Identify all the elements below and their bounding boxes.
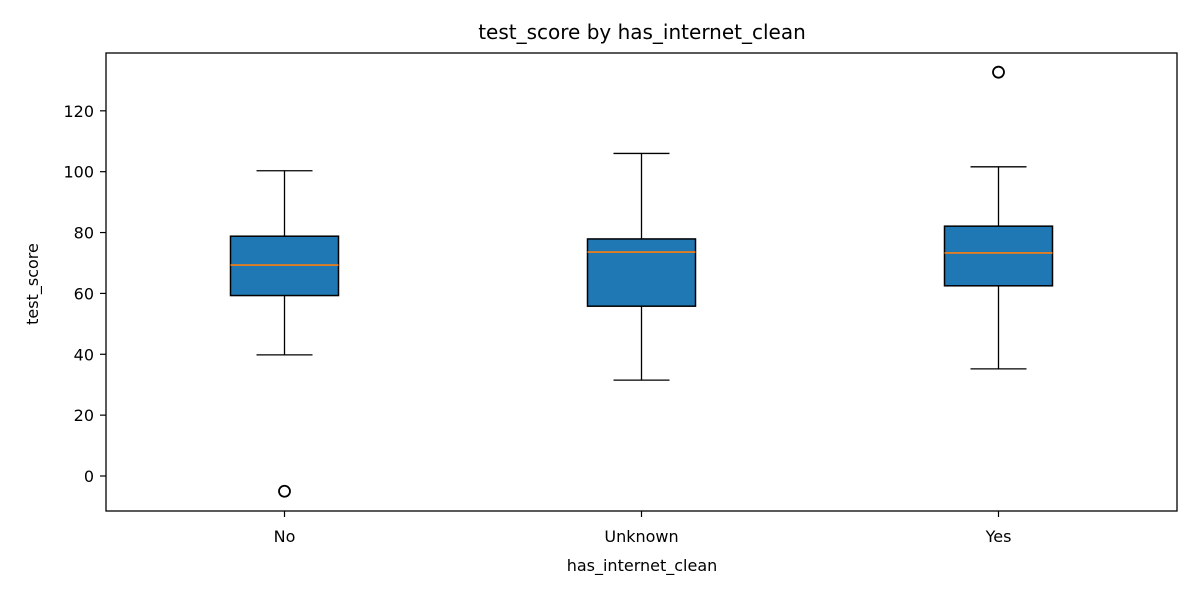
y-tick-label: 60 [74, 284, 94, 303]
y-axis-label: test_score [23, 243, 43, 325]
outlier-point [278, 484, 291, 498]
outlier-point [992, 65, 1005, 79]
axes-frame [105, 52, 1178, 512]
x-tick-label: No [274, 527, 296, 546]
y-tick-label: 20 [74, 406, 94, 425]
y-tick-label: 120 [63, 102, 94, 121]
box-yes [943, 225, 1054, 287]
chart-title: test_score by has_internet_clean [478, 20, 806, 44]
box-unknown [586, 238, 697, 307]
y-tick-label: 40 [74, 345, 94, 364]
x-tick-label: Unknown [604, 527, 678, 546]
plot-area: 0 20 40 60 80 100 120 No Unknown Yes [63, 65, 1054, 546]
x-tick-label: Yes [985, 527, 1012, 546]
x-axis-label: has_internet_clean [567, 556, 718, 576]
y-tick-label: 0 [84, 467, 94, 486]
y-tick-label: 100 [63, 163, 94, 182]
y-tick-label: 80 [74, 224, 94, 243]
